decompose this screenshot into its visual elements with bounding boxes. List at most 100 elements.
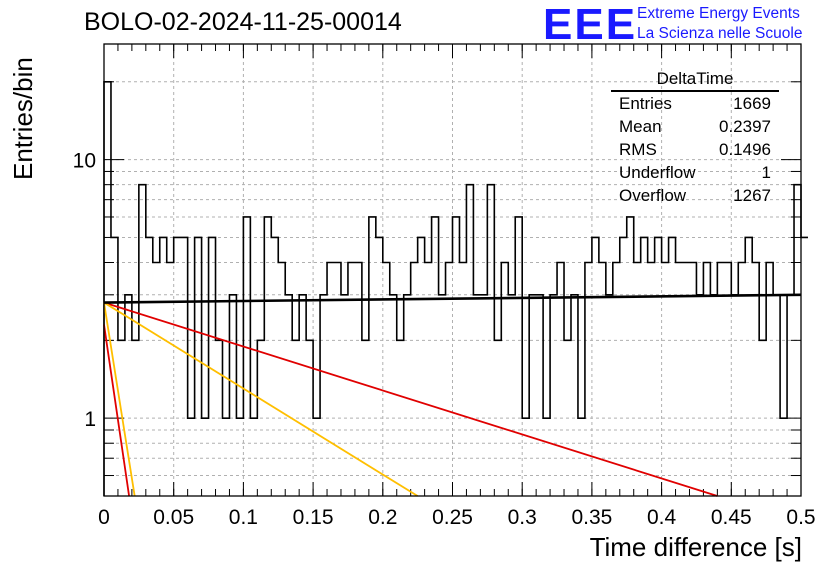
flat-fit-line (103, 293, 802, 304)
histogram-bin (132, 340, 139, 496)
histogram-bin (620, 237, 627, 496)
histogram-bin (439, 295, 446, 496)
histogram-bin (174, 237, 181, 496)
stat-label: Entries (619, 94, 672, 113)
histogram-bin (271, 237, 278, 496)
histogram-bin (195, 237, 202, 496)
histogram-bin (125, 295, 132, 496)
logo-caption-line2: La Scienza nelle Scuole (637, 25, 803, 42)
histogram-bin (578, 418, 585, 496)
y-tick-label: 10 (73, 150, 96, 173)
y-tick-label: 1 (84, 408, 96, 431)
histogram-bin (453, 217, 460, 496)
histogram-bin (780, 418, 787, 496)
x-tick-label: 0 (98, 506, 110, 529)
stat-value: 0.1496 (719, 140, 771, 159)
logo-caption: Extreme Energy Events La Scienza nelle S… (637, 4, 802, 44)
histogram-bin (432, 217, 439, 496)
histogram-bin (285, 295, 292, 496)
histogram-bin (473, 295, 480, 496)
stat-row-rms: RMS 0.1496 (611, 138, 779, 161)
histogram-bin (139, 185, 146, 496)
histogram-bin (264, 217, 271, 496)
histogram-bin (243, 217, 250, 496)
stat-value: 1267 (733, 186, 771, 205)
histogram-bin (369, 217, 376, 496)
histogram-bin (627, 217, 634, 496)
histogram-bin (787, 295, 794, 496)
x-tick-label: 0.5 (786, 506, 815, 529)
tick-labels: 0 0.05 0.1 0.15 0.2 0.25 0.3 0.35 0.4 0.45 0.5 1 10 (73, 150, 816, 529)
eee-logo: EEE (543, 0, 638, 49)
histogram-bin (522, 418, 529, 496)
histogram-bin (383, 263, 390, 496)
stat-row-overflow: Overflow 1267 (611, 184, 779, 207)
histogram-bin (752, 263, 759, 496)
plot-frame (103, 43, 802, 497)
histogram-bin (766, 263, 773, 496)
histogram-bin (306, 340, 313, 496)
histogram-bin (236, 418, 243, 496)
y-axis-label: Entries/bin (8, 57, 38, 180)
x-tick-label: 0.4 (647, 506, 677, 529)
histogram-bin (529, 295, 536, 496)
histogram-bin (606, 295, 613, 496)
histogram-bin (153, 263, 160, 496)
histogram-bin (160, 237, 167, 496)
fit-curves (103, 293, 802, 497)
histogram-bin (655, 237, 662, 496)
x-tick-label: 0.3 (508, 506, 537, 529)
histogram-bin (564, 340, 571, 496)
histogram-bin (759, 340, 766, 496)
histogram-bin (181, 237, 188, 496)
stat-row-underflow: Underflow 1 (611, 161, 779, 184)
histogram-bin (480, 295, 487, 496)
histogram-bin (487, 185, 494, 496)
stat-row-entries: Entries 1669 (611, 92, 779, 115)
histogram-bin (362, 340, 369, 496)
exp-fit-curve (103, 302, 136, 497)
histogram-bin (278, 263, 285, 496)
stats-title: DeltaTime (611, 68, 779, 92)
histogram-bin (229, 295, 236, 496)
histogram-bin (794, 185, 801, 496)
histogram-bin (341, 295, 348, 496)
histogram-bin (376, 237, 383, 496)
histogram-bin (216, 340, 223, 496)
histogram-bin (571, 295, 578, 496)
histogram-bin (313, 418, 320, 496)
x-tick-label: 0.1 (229, 506, 258, 529)
histogram-bin (669, 237, 676, 496)
histogram-bin (641, 237, 648, 496)
grid-lines (103, 44, 802, 497)
histogram-bin (466, 185, 473, 496)
histogram-bin (397, 340, 404, 496)
histogram-bin (257, 340, 264, 496)
histogram-bin (494, 340, 501, 496)
histogram-bin (334, 263, 341, 496)
histogram-bin (188, 418, 195, 496)
histogram-series (103, 80, 808, 496)
x-axis-label: Time difference [s] (589, 532, 802, 562)
x-tick-label: 0.35 (571, 506, 612, 529)
histogram-bin (689, 263, 696, 496)
histogram-bin (320, 295, 327, 496)
stat-value: 0.2397 (719, 117, 771, 136)
logo-caption-line1: Extreme Energy Events (637, 5, 800, 22)
histogram-bin (508, 295, 515, 496)
stat-label: Overflow (619, 186, 687, 205)
histogram-outline (103, 80, 808, 496)
histogram-bin (327, 263, 334, 496)
histogram-bin (696, 295, 703, 496)
histogram-bin (411, 263, 418, 496)
histogram-bin (404, 295, 411, 496)
histogram-bin (250, 418, 257, 496)
stat-label: RMS (619, 140, 657, 159)
histogram-bin (167, 263, 174, 496)
histogram-bin (676, 263, 683, 496)
stat-row-mean: Mean 0.2397 (611, 115, 779, 138)
chart-title: BOLO-02-2024-11-25-00014 (84, 8, 402, 36)
exp-fit-curve (103, 301, 419, 497)
histogram-bin (745, 237, 752, 496)
